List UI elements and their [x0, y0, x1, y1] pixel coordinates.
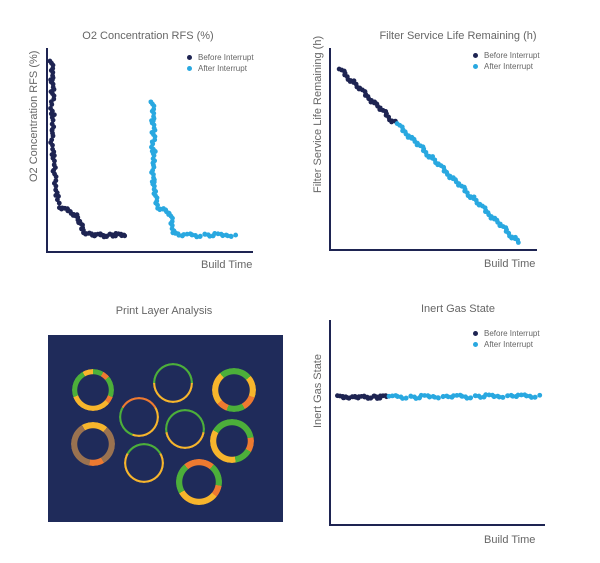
layer-ring: [153, 363, 193, 403]
legend-item-before: Before Interrupt: [473, 328, 540, 339]
data-point: [53, 183, 59, 189]
x-axis-label-filter: Build Time: [484, 258, 536, 270]
data-point: [50, 142, 55, 148]
data-point: [56, 200, 62, 206]
after-dot-icon: [473, 64, 478, 70]
chart-title-layer: Print Layer Analysis: [115, 305, 213, 317]
legend-label: Before Interrupt: [484, 329, 540, 338]
legend-label: After Interrupt: [484, 62, 533, 71]
data-point: [228, 234, 234, 239]
after-dot-icon: [473, 342, 478, 348]
legend-item-after: After Interrupt: [187, 63, 254, 74]
data-point: [389, 119, 394, 125]
x-axis-label-o2: Build Time: [201, 259, 253, 271]
series-after: [394, 121, 521, 245]
x-axis-label-inert: Build Time: [484, 534, 536, 546]
data-point: [122, 233, 128, 239]
chart-title-inert: Inert Gas State: [421, 303, 495, 315]
legend-filter: Before Interrupt After Interrupt: [473, 50, 540, 72]
legend-item-before: Before Interrupt: [187, 52, 254, 63]
layer-ring: [71, 422, 115, 466]
series-after: [148, 99, 239, 240]
layer-ring: [119, 397, 159, 437]
axes: [329, 320, 545, 526]
legend-label: After Interrupt: [484, 340, 533, 349]
layer-ring: [210, 419, 254, 463]
layer-ring: [124, 443, 164, 483]
data-point: [53, 174, 59, 180]
axes: [46, 48, 253, 253]
series-before: [336, 66, 398, 125]
legend-label: Before Interrupt: [198, 53, 254, 62]
layer-ring: [176, 459, 222, 505]
before-dot-icon: [187, 55, 192, 61]
data-point: [500, 395, 506, 400]
data-point: [532, 394, 538, 400]
data-point: [537, 392, 543, 398]
print-layer-image: [48, 335, 283, 522]
after-dot-icon: [187, 66, 192, 72]
data-point: [52, 158, 57, 164]
data-point: [49, 102, 55, 107]
layer-ring: [165, 409, 205, 449]
data-point: [515, 240, 521, 245]
legend-item-after: After Interrupt: [473, 61, 540, 72]
chart-title-o2: O2 Concentration RFS (%): [82, 30, 214, 42]
legend-item-after: After Interrupt: [473, 339, 540, 350]
data-point: [50, 117, 56, 123]
series-before: [47, 58, 128, 240]
legend-item-before: Before Interrupt: [473, 50, 540, 61]
before-dot-icon: [473, 331, 478, 337]
data-point: [233, 232, 239, 238]
series-after: [386, 392, 543, 401]
data-point: [403, 395, 409, 401]
axes: [329, 48, 537, 251]
data-point: [197, 233, 203, 239]
legend-label: Before Interrupt: [484, 51, 540, 60]
layer-ring: [212, 368, 256, 412]
layer-ring: [72, 369, 114, 411]
chart-title-filter: Filter Service Life Remaining (h): [379, 30, 537, 42]
data-point: [468, 395, 474, 401]
series-before: [335, 393, 389, 401]
before-dot-icon: [473, 53, 478, 59]
legend-o2: Before Interrupt After Interrupt: [187, 52, 254, 74]
data-point: [50, 133, 56, 139]
legend-inert: Before Interrupt After Interrupt: [473, 328, 540, 350]
legend-label: After Interrupt: [198, 64, 247, 73]
data-point: [436, 395, 441, 401]
